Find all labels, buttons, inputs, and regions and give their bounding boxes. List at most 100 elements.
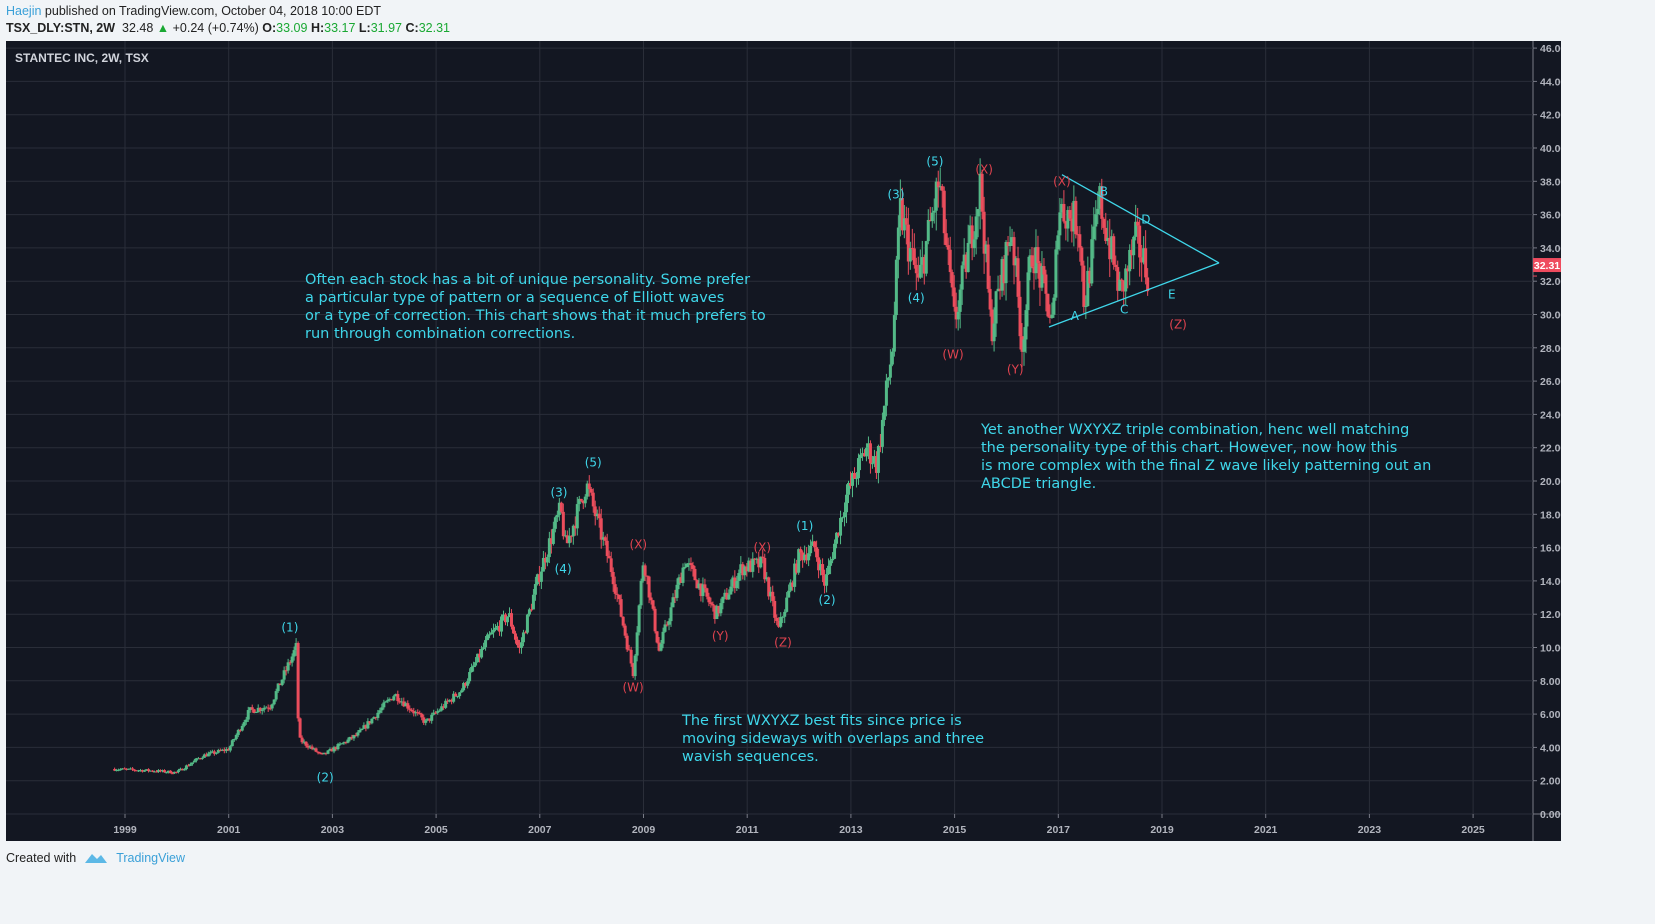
- candle-up: [200, 757, 204, 759]
- candle-down: [711, 603, 715, 606]
- candle-up: [366, 721, 370, 729]
- candle-down: [284, 670, 288, 672]
- candle-up: [519, 642, 523, 648]
- y-tick-label: 24.00: [1540, 409, 1561, 421]
- candle-down: [374, 717, 378, 719]
- candle-up: [1000, 259, 1004, 291]
- wave-label: (W): [623, 680, 644, 694]
- candle-up: [414, 712, 418, 714]
- candle-down: [693, 568, 697, 581]
- candle-up: [976, 209, 980, 217]
- candle-up: [232, 739, 236, 741]
- candle-down: [212, 751, 216, 754]
- candle-up: [884, 380, 888, 406]
- y-tick-label: 20.00: [1540, 476, 1561, 488]
- candle-down: [849, 482, 853, 486]
- candle-down: [773, 600, 777, 618]
- wave-label: (1): [281, 621, 298, 635]
- candle-up: [641, 565, 645, 581]
- candle-up: [476, 653, 480, 663]
- candle-down: [123, 768, 127, 770]
- candle-down: [238, 729, 242, 731]
- candle-down: [741, 564, 745, 576]
- candle-up: [924, 241, 928, 274]
- candle-up: [1014, 258, 1018, 266]
- candle-up: [583, 496, 587, 504]
- last-price-label: 32.31: [1534, 260, 1560, 272]
- candle-down: [673, 597, 677, 599]
- candle-down: [799, 549, 803, 553]
- candle-up: [496, 625, 500, 628]
- candle-down: [655, 631, 659, 643]
- wave-label: D: [1141, 213, 1150, 227]
- candle-down: [186, 765, 190, 767]
- candle-down: [906, 224, 910, 262]
- open-value: 33.09: [276, 21, 308, 35]
- candle-up: [737, 573, 741, 581]
- candle-down: [168, 770, 172, 774]
- author-link[interactable]: Haejin: [6, 4, 42, 18]
- footer: Created with TradingView: [6, 851, 185, 865]
- candle-up: [575, 504, 579, 529]
- candle-up: [793, 563, 797, 587]
- chart-svg[interactable]: 0.00 2.00 4.00 6.00 8.00 10.00 12.00 14.00 16.00…: [6, 41, 1561, 841]
- candle-down: [314, 748, 318, 752]
- candle-up: [898, 198, 902, 228]
- candle-up: [994, 291, 998, 324]
- candle-down: [412, 711, 416, 714]
- candle-up: [1132, 236, 1136, 256]
- candle-up: [436, 711, 440, 713]
- candle-down: [509, 613, 513, 627]
- candle-up: [739, 564, 743, 574]
- candle-up: [360, 728, 364, 730]
- candle-down: [155, 771, 159, 773]
- candle-down: [1116, 267, 1120, 291]
- candle-up: [440, 706, 444, 711]
- candle-down: [1044, 274, 1048, 294]
- candle-up: [1118, 279, 1122, 291]
- candle-up: [681, 567, 685, 583]
- candle-up: [458, 692, 462, 697]
- candle-up: [567, 535, 571, 544]
- candle-up: [507, 613, 511, 617]
- candle-down: [749, 560, 753, 572]
- candle-down: [615, 593, 619, 595]
- candle-up: [892, 315, 896, 352]
- candle-down: [625, 635, 629, 650]
- candle-up: [1084, 306, 1088, 308]
- candle-up: [956, 311, 960, 320]
- candle-down: [952, 287, 956, 307]
- wave-label: C: [1120, 303, 1128, 317]
- candle-down: [162, 770, 166, 773]
- candle-up: [896, 227, 900, 260]
- wave-label: (4): [908, 291, 925, 305]
- candle-down: [1046, 293, 1050, 317]
- candle-down: [1068, 210, 1072, 219]
- candle-up: [1050, 314, 1054, 318]
- candle-up: [280, 679, 284, 686]
- chart-panel[interactable]: 0.00 2.00 4.00 6.00 8.00 10.00 12.00 14.00 16.00…: [6, 41, 1561, 841]
- candle-up: [854, 478, 858, 480]
- candle-down: [1074, 200, 1078, 235]
- wave-label: (5): [926, 154, 943, 168]
- candle-down: [593, 506, 597, 517]
- candle-up: [145, 769, 149, 771]
- candle-up: [352, 735, 356, 739]
- candle-down: [954, 306, 958, 320]
- candle-up: [835, 532, 839, 544]
- x-tick-label: 2015: [943, 824, 967, 836]
- candle-up: [751, 558, 755, 572]
- candle-down: [707, 596, 711, 603]
- wave-label: (4): [555, 562, 572, 576]
- candle-down: [406, 703, 410, 709]
- tradingview-link[interactable]: TradingView: [116, 851, 185, 865]
- candle-down: [699, 583, 703, 597]
- candle-down: [1080, 247, 1084, 266]
- candle-up: [978, 173, 982, 210]
- candle-up: [701, 584, 705, 597]
- candle-up: [1142, 248, 1146, 263]
- candle-up: [747, 560, 751, 572]
- candle-down: [1030, 255, 1034, 267]
- candle-up: [541, 557, 545, 572]
- y-tick-label: 4.00: [1540, 742, 1561, 754]
